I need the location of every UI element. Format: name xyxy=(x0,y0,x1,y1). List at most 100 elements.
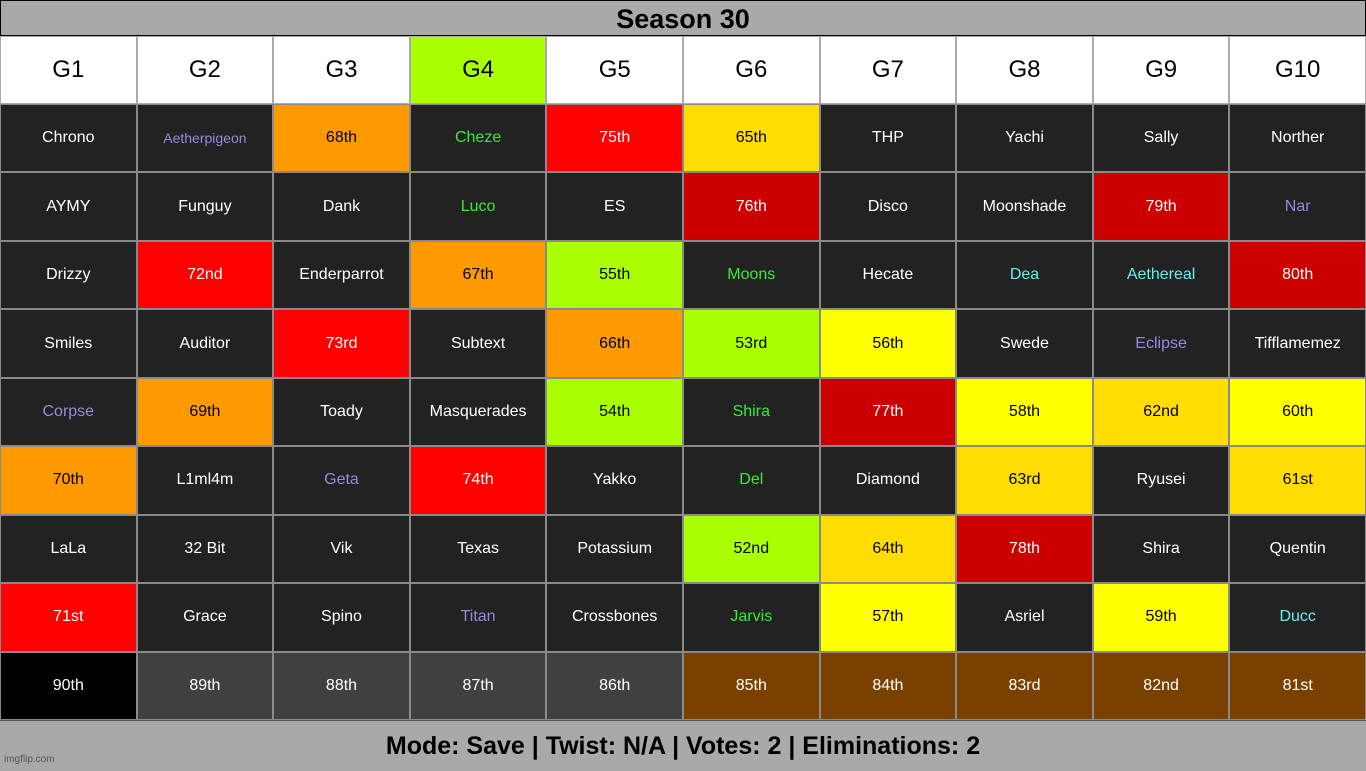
grid-cell: 53rd xyxy=(683,309,820,378)
grid-cell: 72nd xyxy=(136,240,274,310)
column-header-g10: G10 xyxy=(1229,36,1366,104)
grid-cell: Texas xyxy=(409,514,547,584)
grid-cell: 59th xyxy=(1092,583,1230,652)
grid-cell: 70th xyxy=(0,446,137,515)
grid-cell: 75th xyxy=(546,104,683,173)
grid-cell: 71st xyxy=(0,583,137,652)
grid-cell: Shira xyxy=(683,377,820,447)
grid-cell: Nar xyxy=(1229,172,1366,241)
grid-cell: Corpse xyxy=(0,377,137,447)
grid-cell: 84th xyxy=(819,651,957,720)
grid-cell: Masquerades xyxy=(409,377,547,447)
grid-cell: Disco xyxy=(819,172,957,241)
column-header-g1: G1 xyxy=(0,36,137,104)
grid-cell: Ducc xyxy=(1229,583,1366,652)
grid-cell: 87th xyxy=(409,651,547,720)
grid-cell: Subtext xyxy=(409,309,547,378)
grid-cell: Quentin xyxy=(1229,514,1366,584)
grid-cell: Chrono xyxy=(0,104,137,173)
grid-cell: 89th xyxy=(136,651,274,720)
grid-cell: Crossbones xyxy=(546,583,683,652)
grid-cell: 73rd xyxy=(273,309,410,378)
page-title: Season 30 xyxy=(0,0,1366,36)
grid-cell: 65th xyxy=(683,104,820,173)
grid-cell: 83rd xyxy=(956,651,1093,720)
grid-cell: Dea xyxy=(956,240,1093,310)
column-header-g9: G9 xyxy=(1092,36,1230,104)
grid-cell: Smiles xyxy=(0,309,137,378)
grid-cell: 55th xyxy=(546,240,683,310)
grid-cell: 77th xyxy=(819,377,957,447)
grid-cell: 61st xyxy=(1229,446,1366,515)
grid-cell: Spino xyxy=(273,583,410,652)
grid-cell: Norther xyxy=(1229,104,1366,173)
grid-cell: Vik xyxy=(273,514,410,584)
grid-cell: 63rd xyxy=(956,446,1093,515)
grid-cell: L1ml4m xyxy=(136,446,274,515)
grid-cell: 32 Bit xyxy=(136,514,274,584)
grid-cell: Enderparrot xyxy=(273,240,410,310)
grid-cell: 81st xyxy=(1229,651,1366,720)
grid-cell: Aetherpigeon xyxy=(136,104,274,173)
grid-cell: Asriel xyxy=(956,583,1093,652)
grid-cell: Del xyxy=(683,446,820,515)
grid-cell: 80th xyxy=(1229,240,1366,310)
grid-cell: Sally xyxy=(1092,104,1230,173)
column-header-g5: G5 xyxy=(546,36,683,104)
grid-cell: Drizzy xyxy=(0,240,137,310)
grid-cell: 64th xyxy=(819,514,957,584)
grid-cell: Eclipse xyxy=(1092,309,1230,378)
grid-cell: 74th xyxy=(409,446,547,515)
grid-cell: Swede xyxy=(956,309,1093,378)
grid-cell: Grace xyxy=(136,583,274,652)
grid-cell: 76th xyxy=(683,172,820,241)
grid-cell: 66th xyxy=(546,309,683,378)
grid-cell: 54th xyxy=(546,377,683,447)
grid-cell: Geta xyxy=(273,446,410,515)
column-header-g2: G2 xyxy=(136,36,274,104)
grid-cell: Moons xyxy=(683,240,820,310)
grid-cell: Auditor xyxy=(136,309,274,378)
grid-cell: 79th xyxy=(1092,172,1230,241)
grid-cell: 56th xyxy=(819,309,957,378)
grid-cell: 85th xyxy=(683,651,820,720)
column-header-g4: G4 xyxy=(409,36,547,104)
watermark: imgflip.com xyxy=(4,754,55,765)
grid-cell: 88th xyxy=(273,651,410,720)
grid-cell: Dank xyxy=(273,172,410,241)
grid-cell: Moonshade xyxy=(956,172,1093,241)
grid-cell: 57th xyxy=(819,583,957,652)
grid-cell: 52nd xyxy=(683,514,820,584)
grid-cell: 86th xyxy=(546,651,683,720)
grid-cell: 90th xyxy=(0,651,137,720)
grid-cell: Yachi xyxy=(956,104,1093,173)
grid-cell: Toady xyxy=(273,377,410,447)
standings-grid: G1 G2 G3 G4 G5 G6 G7 G8 G9 G10 Chrono Aetherpigeon 6… xyxy=(0,36,1366,720)
grid-cell: LaLa xyxy=(0,514,137,584)
grid-cell: Tifflamemez xyxy=(1229,309,1366,378)
column-header-g6: G6 xyxy=(683,36,820,104)
column-header-g3: G3 xyxy=(273,36,410,104)
grid-cell: Luco xyxy=(409,172,547,241)
grid-cell: Titan xyxy=(409,583,547,652)
grid-cell: 60th xyxy=(1229,377,1366,447)
grid-cell: 69th xyxy=(136,377,274,447)
grid-cell: Funguy xyxy=(136,172,274,241)
grid-cell: THP xyxy=(819,104,957,173)
column-header-g8: G8 xyxy=(956,36,1093,104)
grid-cell: Diamond xyxy=(819,446,957,515)
grid-cell: Shira xyxy=(1092,514,1230,584)
grid-cell: Hecate xyxy=(819,240,957,310)
grid-cell: ES xyxy=(546,172,683,241)
game-settings-footer: Mode: Save | Twist: N/A | Votes: 2 | Eli… xyxy=(0,720,1366,768)
grid-cell: 78th xyxy=(956,514,1093,584)
grid-cell: 62nd xyxy=(1092,377,1230,447)
grid-cell: Potassium xyxy=(546,514,683,584)
grid-cell: Cheze xyxy=(409,104,547,173)
grid-cell: AYMY xyxy=(0,172,137,241)
grid-cell: Ryusei xyxy=(1092,446,1230,515)
column-header-g7: G7 xyxy=(819,36,957,104)
grid-cell: Jarvis xyxy=(683,583,820,652)
grid-cell: Yakko xyxy=(546,446,683,515)
grid-cell: 68th xyxy=(273,104,410,173)
